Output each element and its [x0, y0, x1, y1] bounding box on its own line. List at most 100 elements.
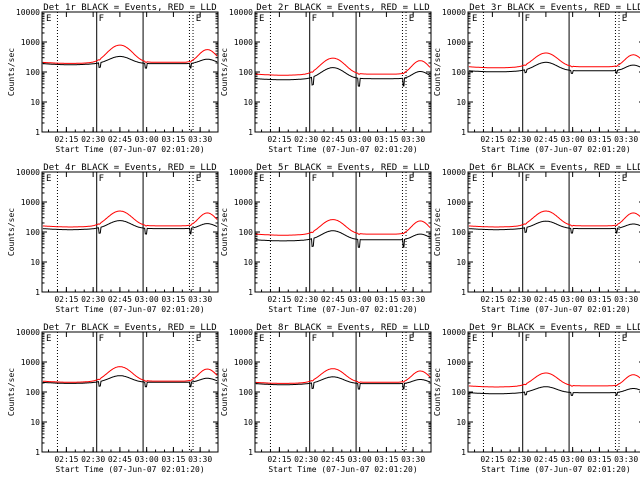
- x-tick-label: 03:00: [561, 295, 585, 304]
- y-tick-label: 100: [239, 68, 254, 77]
- x-tick-label: 03:30: [188, 135, 212, 144]
- y-tick-label: 10000: [442, 8, 466, 17]
- y-tick-label: 10: [30, 98, 40, 107]
- y-tick-label: 10: [243, 258, 253, 267]
- x-tick-label: 02:15: [480, 295, 504, 304]
- y-tick-label: 1: [248, 288, 253, 297]
- x-tick-label: 03:00: [348, 455, 372, 464]
- panel-title: Det 2r BLACK = Events, RED = LLD: [256, 3, 429, 13]
- x-axis-label: Start Time (07-Jun-07 02:01:20): [268, 465, 417, 474]
- flag-label: E: [622, 14, 627, 24]
- detector-panel: Det 8r BLACK = Events, RED = LLD 1 10 100 10…: [220, 323, 432, 474]
- x-tick-label: 02:15: [480, 135, 504, 144]
- flag-label: F: [525, 334, 530, 344]
- x-tick-label: 02:15: [267, 295, 291, 304]
- x-tick-label: 03:15: [161, 455, 185, 464]
- detector-panel: Det 9r BLACK = Events, RED = LLD 1 10 100 10…: [433, 323, 640, 474]
- x-tick-label: 02:30: [507, 455, 531, 464]
- y-axis-label: Counts/sec: [433, 208, 442, 256]
- x-tick-label: 02:45: [108, 135, 132, 144]
- x-tick-label: 02:30: [81, 455, 105, 464]
- lld-series-line: [468, 210, 640, 228]
- x-tick-label: 02:30: [294, 135, 318, 144]
- x-tick-label: 02:45: [534, 455, 558, 464]
- y-tick-label: 10000: [16, 8, 40, 17]
- plot-frame: [41, 171, 219, 293]
- detector-panel: Det 5r BLACK = Events, RED = LLD 1 10 100 10…: [220, 163, 432, 314]
- x-tick-label: 02:30: [81, 295, 105, 304]
- y-tick-label: 1000: [234, 38, 253, 47]
- x-tick-label: 02:30: [294, 455, 318, 464]
- detector-panel: Det 7r BLACK = Events, RED = LLD 1 10 100 10…: [7, 323, 219, 474]
- x-tick-label: 03:15: [374, 295, 398, 304]
- lld-series-line: [255, 368, 431, 384]
- x-tick-label: 02:15: [480, 455, 504, 464]
- flag-label: F: [99, 174, 104, 184]
- x-tick-label: 03:15: [161, 135, 185, 144]
- flag-label: E: [196, 14, 201, 24]
- flag-label: F: [312, 14, 317, 24]
- x-tick-label: 03:15: [374, 455, 398, 464]
- x-tick-label: 03:30: [614, 455, 638, 464]
- lld-series-line: [255, 57, 431, 76]
- x-tick-label: 03:00: [348, 135, 372, 144]
- panel-title: Det 7r BLACK = Events, RED = LLD: [43, 323, 216, 333]
- y-tick-label: 1: [35, 288, 40, 297]
- x-tick-label: 03:00: [561, 135, 585, 144]
- x-axis-label: Start Time (07-Jun-07 02:01:20): [268, 145, 417, 154]
- flag-label: E: [622, 334, 627, 344]
- lld-series-line: [255, 219, 431, 236]
- x-tick-label: 03:00: [135, 295, 159, 304]
- x-tick-label: 02:45: [321, 135, 345, 144]
- x-tick-label: 03:30: [188, 455, 212, 464]
- x-tick-label: 02:45: [108, 455, 132, 464]
- panel-title: Det 1r BLACK = Events, RED = LLD: [43, 3, 216, 13]
- y-tick-label: 10: [456, 418, 466, 427]
- detector-panel: Det 1r BLACK = Events, RED = LLD 1 10 100 10…: [7, 3, 219, 154]
- y-tick-label: 1000: [447, 198, 466, 207]
- events-series-line: [255, 67, 431, 87]
- detector-panel: Det 4r BLACK = Events, RED = LLD 1 10 100 10…: [7, 163, 219, 314]
- y-tick-label: 10: [30, 258, 40, 267]
- x-axis-label: Start Time (07-Jun-07 02:01:20): [55, 145, 204, 154]
- detector-panel: Det 3r BLACK = Events, RED = LLD 1 10 100 10…: [433, 3, 640, 154]
- flag-label: E: [472, 174, 477, 184]
- x-tick-label: 02:45: [534, 135, 558, 144]
- lld-series-line: [42, 210, 218, 228]
- panel-title: Det 5r BLACK = Events, RED = LLD: [256, 163, 429, 173]
- flag-label: E: [46, 174, 51, 184]
- flag-label: E: [259, 334, 264, 344]
- x-tick-label: 03:30: [401, 135, 425, 144]
- detector-panel: Det 2r BLACK = Events, RED = LLD 1 10 100 10…: [220, 3, 432, 154]
- y-tick-label: 1000: [234, 198, 253, 207]
- x-tick-label: 02:30: [507, 135, 531, 144]
- x-tick-label: 02:15: [54, 135, 78, 144]
- flag-label: F: [525, 14, 530, 24]
- y-tick-label: 100: [26, 68, 41, 77]
- plot-frame: [467, 331, 640, 453]
- flag-label: F: [525, 174, 530, 184]
- events-series-line: [468, 220, 640, 234]
- plot-frame: [41, 331, 219, 453]
- plot-frame: [467, 171, 640, 293]
- flag-label: E: [409, 174, 414, 184]
- y-tick-label: 100: [239, 228, 254, 237]
- flag-label: E: [196, 334, 201, 344]
- y-tick-label: 1000: [21, 38, 40, 47]
- y-tick-label: 1: [248, 448, 253, 457]
- flag-label: F: [312, 334, 317, 344]
- x-tick-label: 03:30: [401, 295, 425, 304]
- detector-panel: Det 6r BLACK = Events, RED = LLD 1 10 100 10…: [433, 163, 640, 314]
- flag-label: E: [622, 174, 627, 184]
- x-tick-label: 02:15: [54, 295, 78, 304]
- x-tick-label: 02:30: [294, 295, 318, 304]
- plot-frame: [41, 11, 219, 133]
- y-axis-label: Counts/sec: [220, 368, 229, 416]
- y-tick-label: 100: [26, 228, 41, 237]
- y-tick-label: 1: [461, 288, 466, 297]
- y-tick-label: 100: [452, 388, 467, 397]
- x-axis-label: Start Time (07-Jun-07 02:01:20): [55, 465, 204, 474]
- lld-series-line: [468, 52, 640, 69]
- x-tick-label: 02:45: [108, 295, 132, 304]
